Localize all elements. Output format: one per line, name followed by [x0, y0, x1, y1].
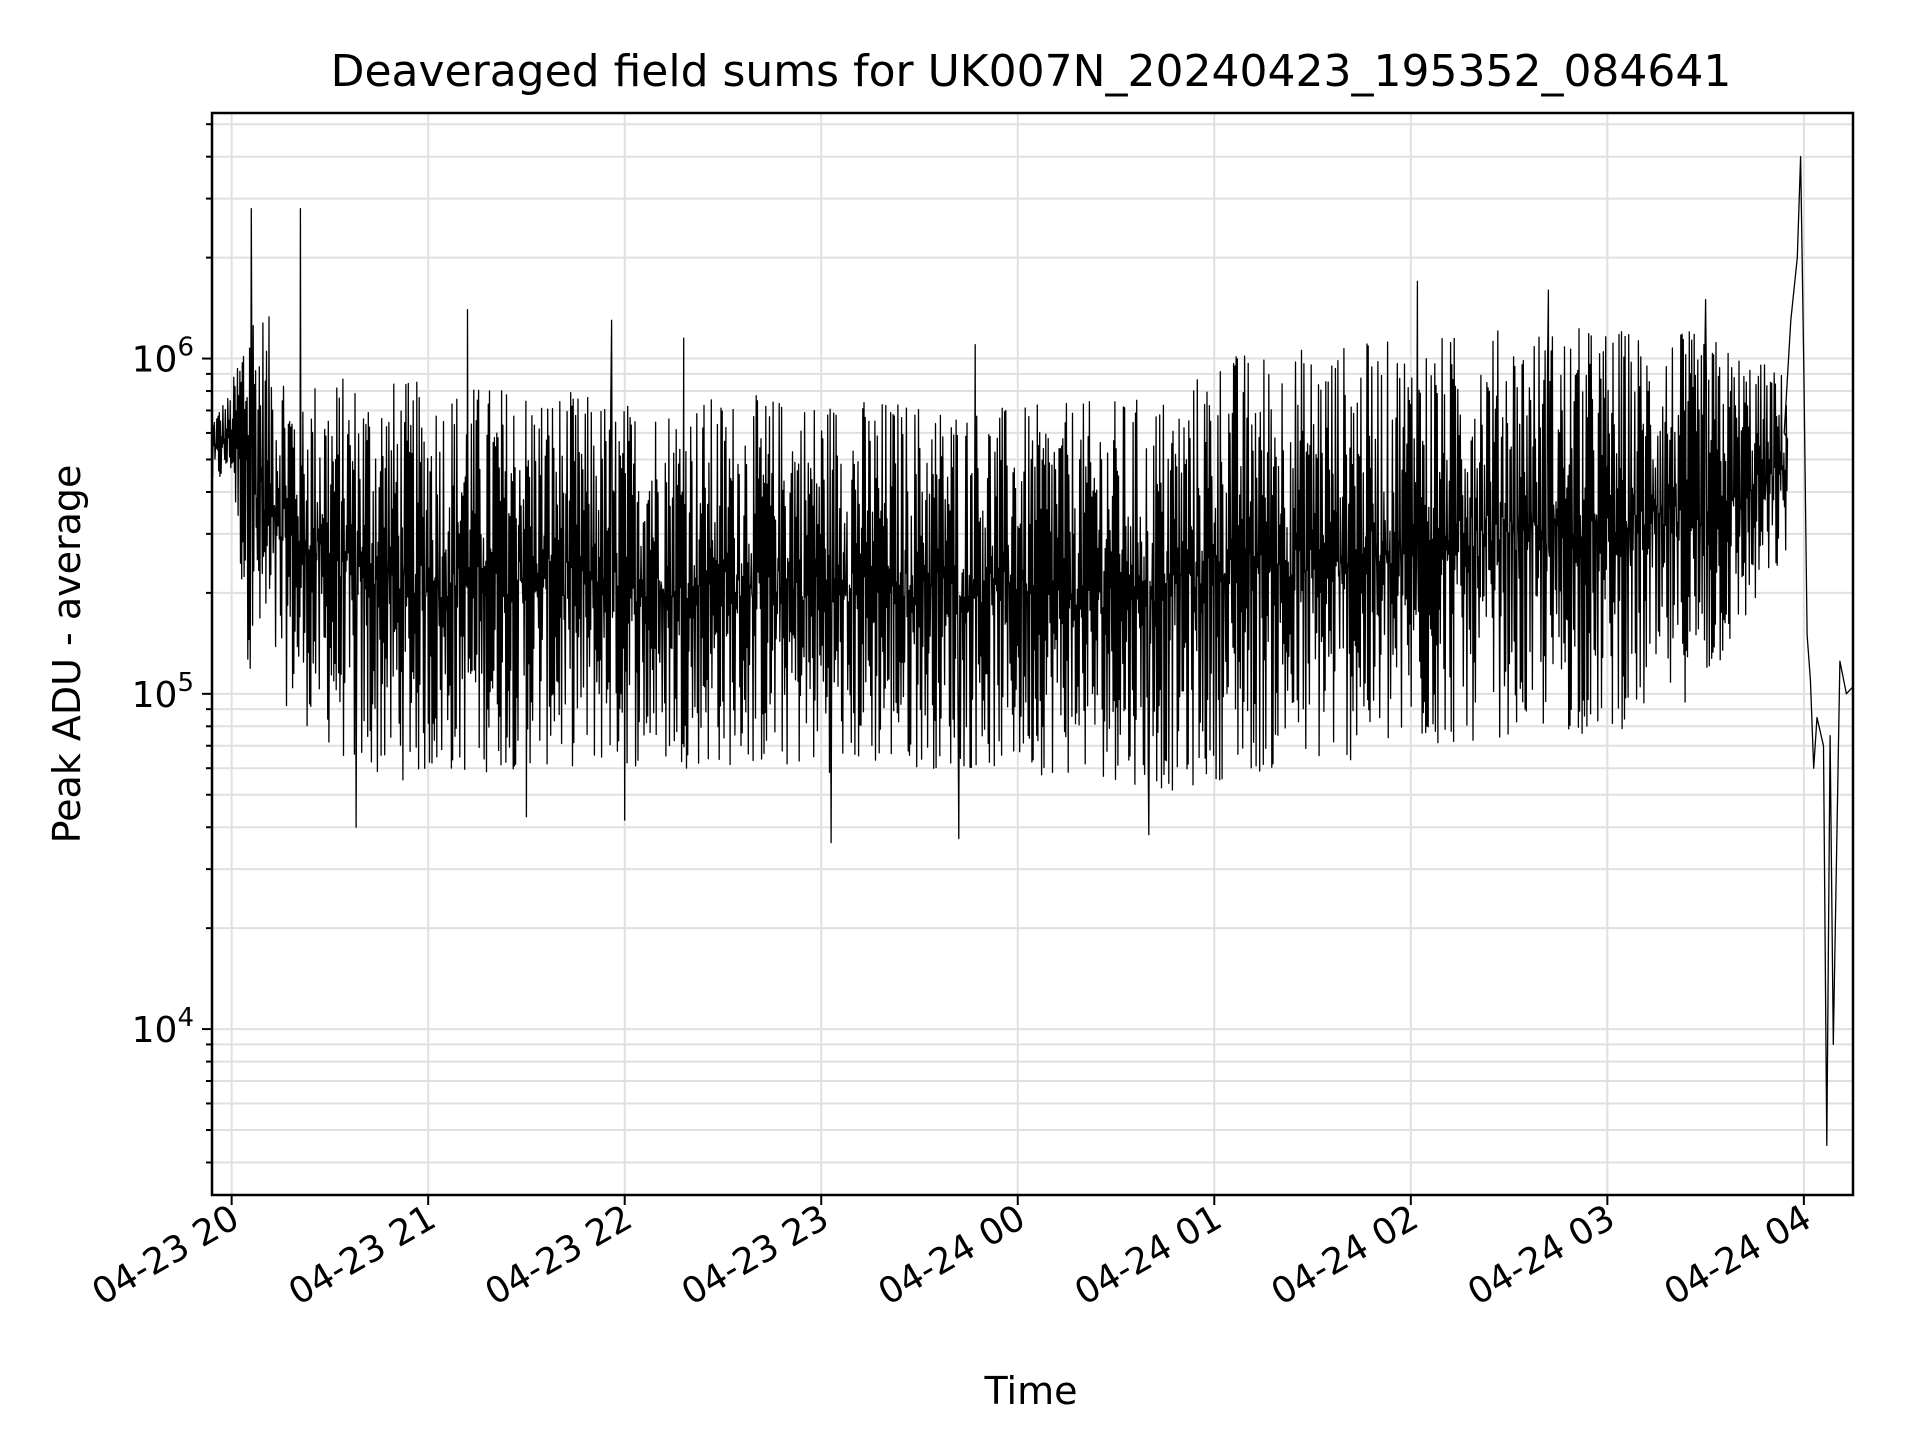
y-tick-base: 10 — [132, 1010, 178, 1051]
plot-frame — [210, 111, 1855, 1197]
series-path — [211, 156, 1854, 1147]
y-tick-label: 106 — [132, 333, 194, 381]
x-tick-label: 04-23 20 — [85, 1197, 246, 1313]
y-tick-exponent: 4 — [177, 1003, 194, 1033]
x-axis: 04-23 20 04-23 21 04-23 22 04-23 23 04-24 00… — [85, 1195, 1818, 1314]
chart-title: Deaveraged field sums for UK007N_2024042… — [331, 46, 1732, 97]
x-tick-label: 04-23 21 — [282, 1197, 443, 1313]
x-tick-label: 04-24 02 — [1265, 1197, 1426, 1313]
x-tick-label: 04-24 03 — [1461, 1197, 1622, 1313]
y-tick-exponent: 5 — [177, 668, 194, 698]
x-tick-label: 04-23 23 — [675, 1197, 836, 1313]
x-tick-label: 04-24 00 — [872, 1197, 1033, 1313]
y-axis-label: Peak ADU - average — [45, 465, 89, 844]
y-tick-label: 105 — [132, 668, 194, 716]
x-tick-label: 04-23 22 — [479, 1197, 640, 1313]
y-tick-exponent: 6 — [177, 333, 194, 363]
x-tick-label: 04-24 01 — [1068, 1197, 1229, 1313]
y-tick-label: 104 — [132, 1003, 194, 1051]
series-line — [211, 156, 1854, 1147]
y-tick-base: 10 — [132, 675, 178, 716]
x-tick-label: 04-24 04 — [1658, 1197, 1819, 1313]
x-axis-label: Time — [984, 1369, 1078, 1413]
y-tick-base: 10 — [132, 340, 178, 381]
